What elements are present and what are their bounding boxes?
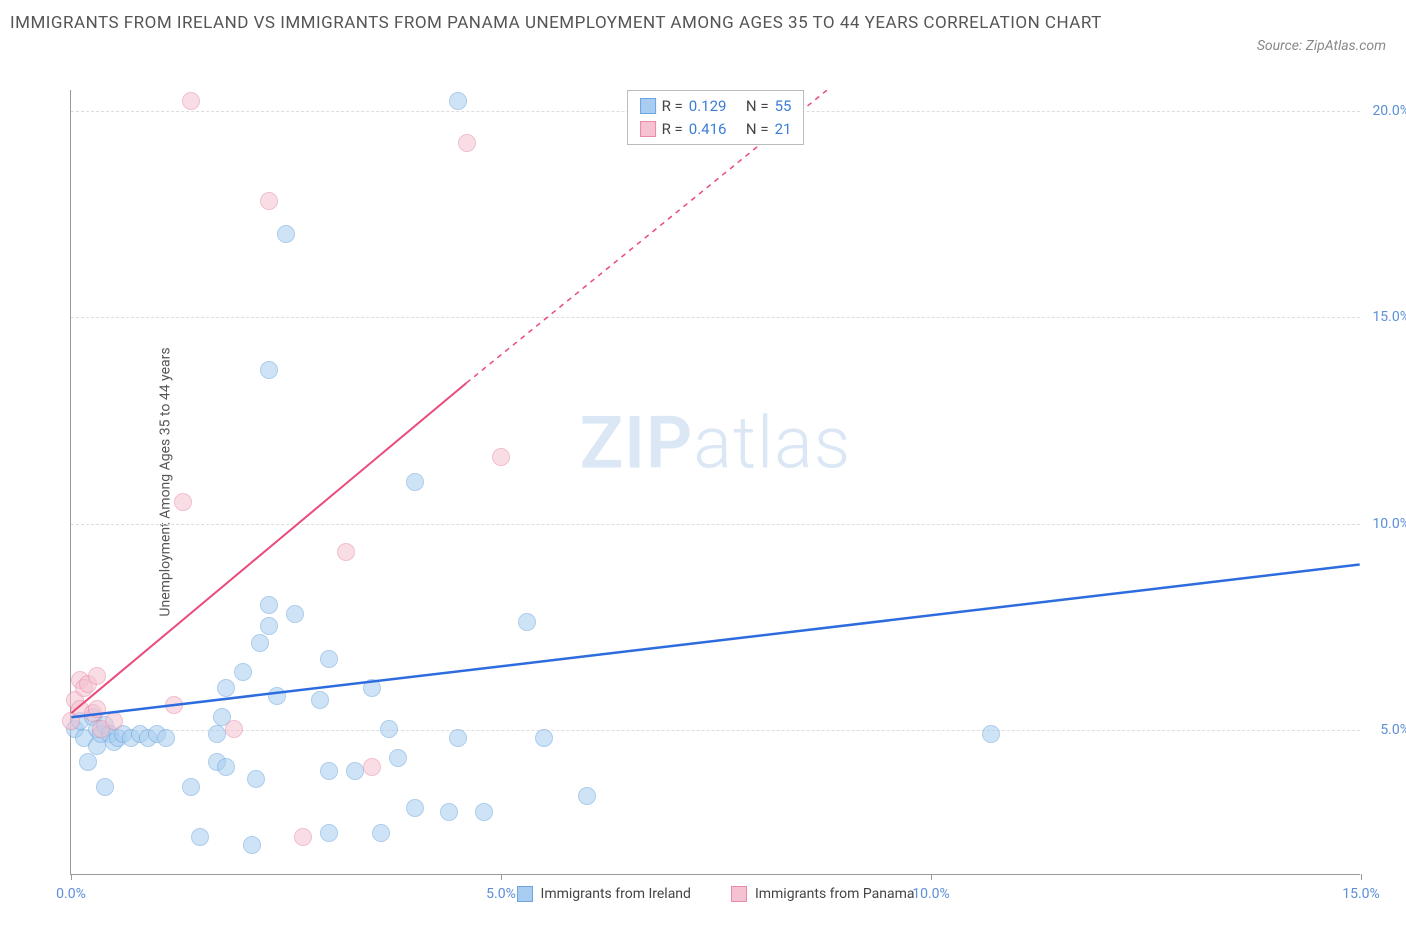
- x-tick-label: 15.0%: [1342, 886, 1380, 902]
- data-point: [157, 729, 175, 747]
- data-point: [260, 596, 278, 614]
- data-point: [440, 803, 458, 821]
- data-point: [286, 605, 304, 623]
- data-point: [346, 762, 364, 780]
- data-point: [268, 687, 286, 705]
- data-point: [449, 729, 467, 747]
- data-point: [217, 679, 235, 697]
- data-point: [337, 543, 355, 561]
- data-point: [475, 803, 493, 821]
- data-point: [277, 225, 295, 243]
- x-tick-label: 5.0%: [486, 886, 516, 902]
- correlation-chart: IMMIGRANTS FROM IRELAND VS IMMIGRANTS FR…: [10, 10, 1396, 920]
- gridline: [71, 317, 1360, 318]
- legend-swatch-ireland: [640, 98, 656, 114]
- data-point: [88, 700, 106, 718]
- gridline: [71, 730, 1360, 731]
- data-point: [535, 729, 553, 747]
- x-tick-label: 10.0%: [912, 886, 950, 902]
- data-point: [363, 758, 381, 776]
- data-point: [380, 720, 398, 738]
- y-tick-label: 10.0%: [1372, 516, 1406, 532]
- y-axis-title: Unemployment Among Ages 35 to 44 years: [158, 347, 174, 616]
- data-point: [260, 617, 278, 635]
- x-tick: [71, 874, 72, 880]
- data-point: [320, 762, 338, 780]
- data-point: [105, 712, 123, 730]
- x-tick: [931, 874, 932, 880]
- data-point: [79, 753, 97, 771]
- data-point: [294, 828, 312, 846]
- legend-swatch-panama: [640, 121, 656, 137]
- data-point: [234, 663, 252, 681]
- data-point: [372, 824, 390, 842]
- x-tick-label: 0.0%: [56, 886, 86, 902]
- data-point: [208, 725, 226, 743]
- data-point: [982, 725, 1000, 743]
- x-legend-swatch-panama: [731, 886, 747, 902]
- data-point: [243, 836, 261, 854]
- data-point: [406, 473, 424, 491]
- stats-legend: R = 0.129 N = 55 R = 0.416 N = 21: [627, 90, 805, 145]
- data-point: [96, 778, 114, 796]
- x-legend-ireland: Immigrants from Ireland: [517, 886, 691, 902]
- gridline: [71, 524, 1360, 525]
- x-legend-panama: Immigrants from Panama: [731, 886, 915, 902]
- chart-title: IMMIGRANTS FROM IRELAND VS IMMIGRANTS FR…: [10, 10, 1110, 37]
- data-point: [165, 696, 183, 714]
- x-tick: [501, 874, 502, 880]
- data-point: [578, 787, 596, 805]
- legend-row-ireland: R = 0.129 N = 55: [640, 95, 792, 118]
- data-point: [260, 361, 278, 379]
- data-point: [260, 192, 278, 210]
- data-point: [518, 613, 536, 631]
- y-tick-label: 20.0%: [1372, 103, 1406, 119]
- data-point: [406, 799, 424, 817]
- data-point: [320, 824, 338, 842]
- data-point: [458, 134, 476, 152]
- data-point: [217, 758, 235, 776]
- data-point: [182, 778, 200, 796]
- data-point: [389, 749, 407, 767]
- data-point: [251, 634, 269, 652]
- data-point: [320, 650, 338, 668]
- y-tick-label: 15.0%: [1372, 309, 1406, 325]
- x-tick: [1361, 874, 1362, 880]
- x-legend: Immigrants from Ireland Immigrants from …: [517, 886, 915, 902]
- data-point: [174, 493, 192, 511]
- data-point: [191, 828, 209, 846]
- data-point: [311, 691, 329, 709]
- y-tick-label: 5.0%: [1380, 722, 1406, 738]
- plot-area: ZIPatlas Unemployment Among Ages 35 to 4…: [70, 90, 1360, 875]
- data-point: [88, 667, 106, 685]
- data-point: [492, 448, 510, 466]
- x-legend-swatch-ireland: [517, 886, 533, 902]
- data-point: [449, 92, 467, 110]
- data-point: [363, 679, 381, 697]
- data-point: [247, 770, 265, 788]
- legend-row-panama: R = 0.416 N = 21: [640, 118, 792, 141]
- watermark: ZIPatlas: [580, 400, 852, 485]
- data-point: [182, 92, 200, 110]
- data-point: [225, 720, 243, 738]
- source-label: Source: ZipAtlas.com: [1257, 38, 1386, 54]
